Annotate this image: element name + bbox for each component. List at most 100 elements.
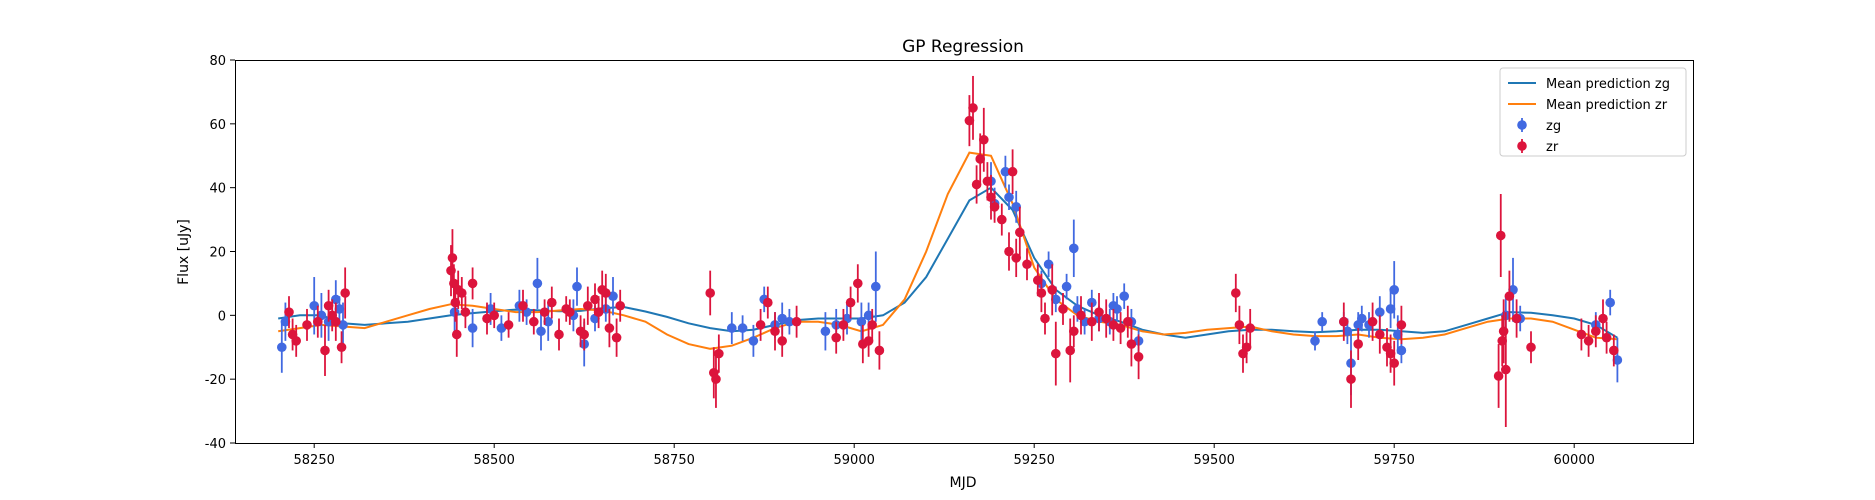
marker [1004, 192, 1014, 203]
marker [340, 288, 350, 298]
x-tick-label: 58750 [654, 453, 695, 468]
legend-label: Mean prediction zg [1546, 77, 1670, 92]
marker [309, 300, 320, 311]
marker [457, 288, 467, 298]
marker [1015, 227, 1025, 238]
data-point [496, 315, 507, 341]
marker [280, 316, 291, 327]
data-point [1087, 302, 1097, 341]
marker [1346, 374, 1356, 384]
data-point [867, 308, 877, 341]
marker [503, 320, 514, 330]
x-tick-label: 58500 [474, 453, 515, 468]
data-point [451, 312, 462, 357]
x-tick-label: 58250 [294, 453, 335, 468]
data-point [1576, 318, 1587, 351]
marker [1022, 259, 1032, 270]
marker [1011, 202, 1021, 212]
marker [572, 281, 582, 292]
marker [820, 326, 831, 337]
data-point [583, 286, 593, 325]
marker [777, 313, 787, 324]
marker [1495, 230, 1506, 241]
marker [615, 300, 625, 311]
marker [1051, 348, 1061, 359]
data-point [1396, 305, 1407, 345]
legend-label: Mean prediction zr [1546, 98, 1668, 113]
data-point [1011, 190, 1021, 223]
marker [1065, 345, 1075, 356]
marker [1033, 275, 1043, 286]
marker [1576, 329, 1587, 340]
marker [1069, 243, 1079, 254]
marker [277, 342, 287, 353]
marker [1310, 336, 1320, 346]
marker [1126, 339, 1137, 349]
data-point [1022, 248, 1032, 281]
marker [791, 316, 802, 327]
marker [529, 316, 539, 327]
data-point [1133, 334, 1144, 380]
legend-marker-swatch [1517, 120, 1527, 130]
data-point [1385, 289, 1396, 329]
marker [334, 304, 345, 314]
marker [763, 297, 773, 308]
marker [1133, 352, 1144, 362]
marker [1051, 294, 1061, 305]
data-point [467, 267, 478, 300]
y-tick-label: 80 [209, 54, 226, 69]
marker [284, 307, 294, 317]
y-axis-label: Flux [uJy] [176, 219, 192, 285]
data-point [503, 312, 514, 338]
data-point [777, 324, 787, 357]
data-point [518, 289, 528, 322]
data-point [871, 251, 881, 322]
data-point [302, 308, 312, 341]
data-point [1069, 315, 1079, 348]
data-point [1061, 273, 1072, 300]
data-point [1497, 315, 1507, 367]
marker [755, 320, 766, 330]
data-point [1591, 315, 1601, 348]
data-point [604, 308, 615, 348]
data-point [482, 302, 492, 335]
data-point [593, 296, 604, 329]
marker [1375, 307, 1385, 317]
marker [467, 278, 478, 289]
y-tick-label: -40 [205, 437, 226, 452]
marker [1043, 259, 1054, 270]
marker [1501, 364, 1511, 375]
data-point [1310, 331, 1320, 351]
legend-label: zg [1546, 119, 1561, 134]
marker [601, 288, 611, 298]
data-point [968, 75, 978, 140]
marker [1047, 285, 1057, 295]
data-point [1051, 321, 1061, 386]
data-point [964, 95, 975, 147]
data-point [1609, 334, 1619, 367]
marker [554, 329, 564, 340]
x-tick-label: 59250 [1014, 453, 1055, 468]
marker [1389, 285, 1399, 295]
data-point [1317, 312, 1327, 332]
marker [737, 323, 748, 333]
marker [748, 336, 759, 346]
marker [1511, 313, 1522, 324]
data-point [1367, 302, 1378, 341]
marker [1389, 358, 1399, 369]
data-point [547, 286, 557, 319]
marker [705, 288, 715, 298]
marker [845, 297, 856, 308]
marker [447, 253, 458, 263]
marker [460, 307, 471, 317]
data-point [705, 270, 715, 316]
data-point [1375, 315, 1385, 354]
data-point [532, 257, 543, 309]
data-point [1234, 305, 1245, 345]
marker [997, 214, 1007, 225]
marker [1061, 281, 1072, 292]
marker [1094, 307, 1104, 317]
data-point [982, 162, 993, 201]
marker [1591, 326, 1601, 337]
data-point [856, 302, 867, 341]
